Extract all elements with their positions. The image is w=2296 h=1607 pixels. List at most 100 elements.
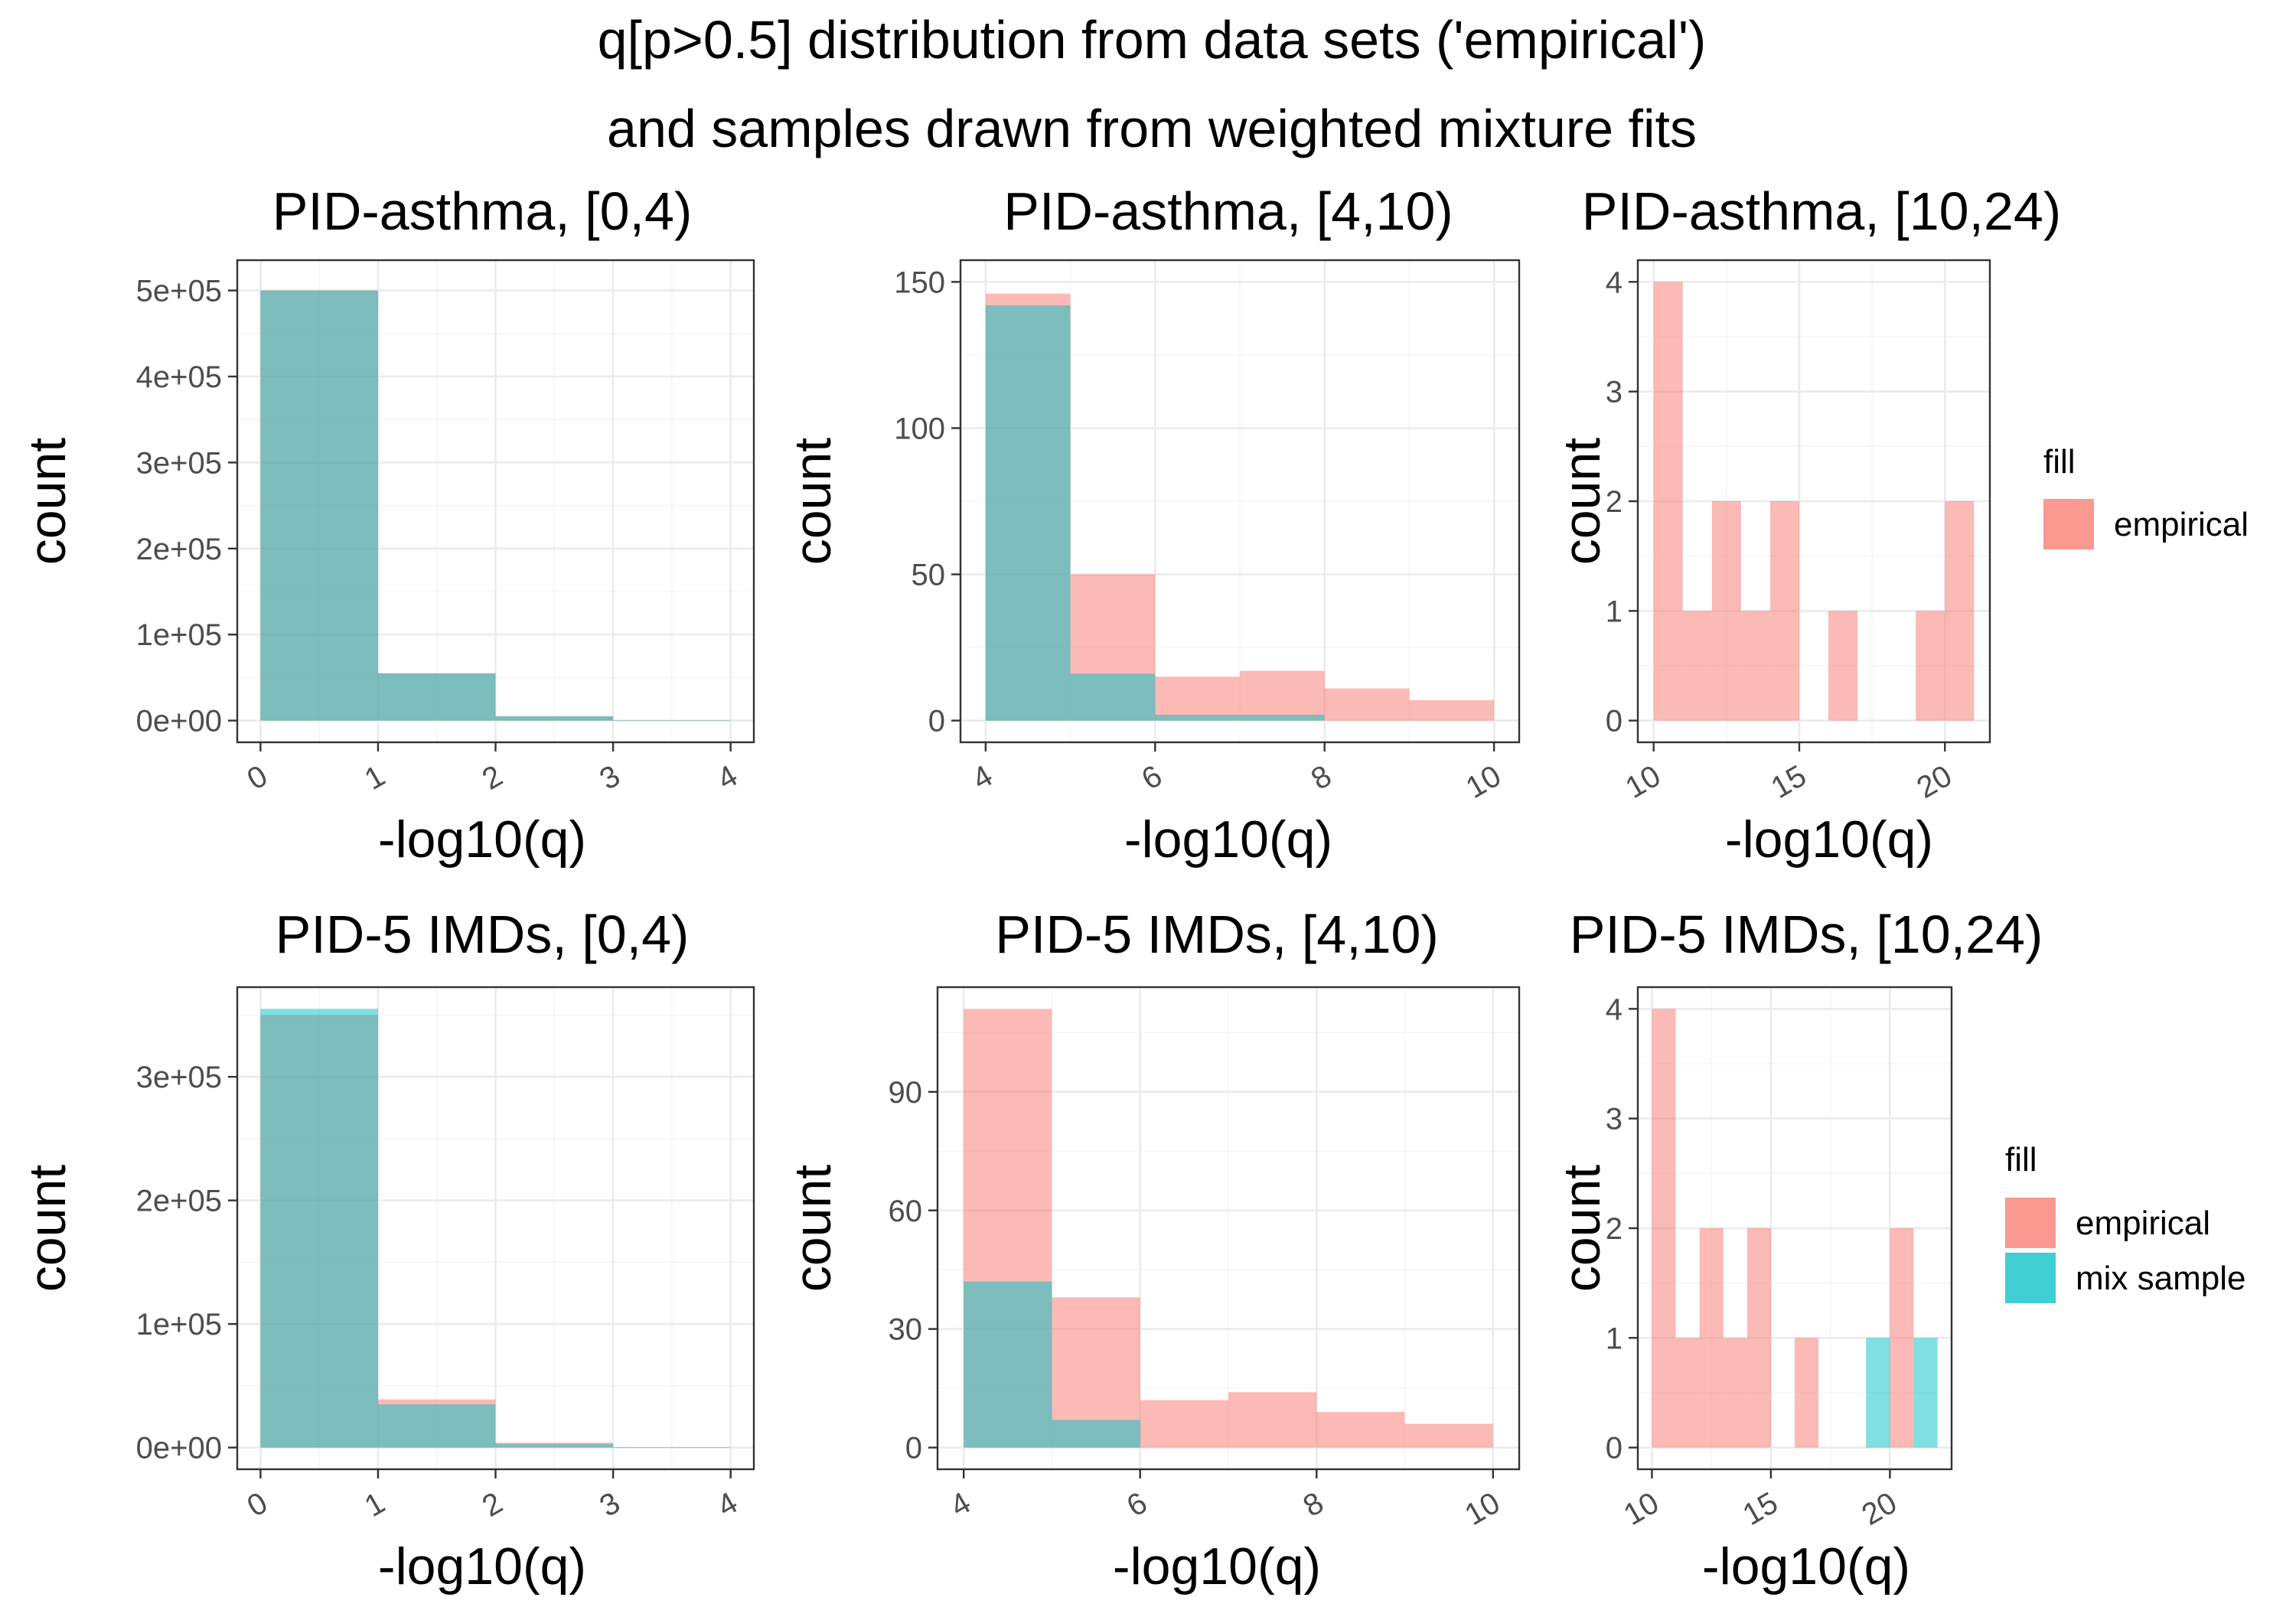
x-axis-title: -log10(q)	[378, 810, 586, 869]
histogram-bar-mix-sample	[1052, 1420, 1140, 1448]
y-axis-title: count	[18, 438, 77, 565]
histogram-bar-empirical	[1916, 611, 1945, 721]
x-axis-title: -log10(q)	[378, 1537, 586, 1596]
y-tick-label: 60	[889, 1195, 923, 1228]
histogram-bar-empirical	[1316, 1412, 1405, 1448]
y-tick-label: 3	[1606, 1103, 1623, 1136]
legend-label: empirical	[2076, 1204, 2210, 1242]
histogram-bar-empirical	[1769, 501, 1799, 721]
y-tick-label: 2e+05	[136, 1185, 222, 1218]
y-tick-label: 50	[912, 559, 946, 592]
panel-border	[936, 986, 1521, 1471]
y-tick-label: 4	[1606, 993, 1623, 1026]
histogram-bar-empirical	[1746, 1228, 1771, 1448]
legend-title: fill	[2005, 1141, 2037, 1178]
y-axis-title: count	[784, 438, 842, 565]
legend-title: fill	[2043, 443, 2076, 481]
y-tick-label: 0e+00	[136, 705, 222, 738]
histogram-bar-empirical	[1404, 1423, 1493, 1448]
histogram-bar-empirical	[1653, 282, 1683, 721]
y-tick-label: 1e+05	[136, 1308, 222, 1341]
histogram-bar-empirical	[1228, 1392, 1317, 1448]
legend-2: fill empirical mix sample	[2005, 1141, 2246, 1303]
y-tick-label: 3e+05	[136, 1061, 222, 1094]
y-axis-title: count	[784, 1165, 842, 1292]
x-axis-title: -log10(q)	[1725, 810, 1933, 869]
y-tick-label: 150	[894, 266, 945, 299]
figure-title-line2: and samples drawn from weighted mixture …	[607, 99, 1697, 158]
legends: fill empirical fill empirical mix sample	[2005, 443, 2249, 1303]
legend-key	[2005, 1198, 2056, 1248]
histogram-bar-empirical	[1711, 501, 1741, 721]
histogram-bar-empirical	[1409, 699, 1495, 721]
histogram-bar-empirical	[1682, 611, 1712, 721]
y-tick-label: 1	[1606, 1322, 1623, 1355]
y-tick-label: 0	[1606, 705, 1623, 738]
x-axis-title: -log10(q)	[1702, 1537, 1910, 1596]
y-tick-label: 3	[1606, 376, 1623, 409]
legend-label: mix sample	[2076, 1260, 2246, 1297]
histogram-bar-mix-sample	[1070, 673, 1156, 721]
panel-title: PID-5 IMDs, [4,10)	[995, 905, 1439, 964]
y-tick-label: 2e+05	[136, 533, 222, 566]
histogram-bar-mix-sample	[613, 720, 731, 721]
histogram-bar-empirical	[1723, 1338, 1747, 1448]
x-axis-title: -log10(q)	[1113, 1537, 1321, 1596]
y-tick-label: 0	[1606, 1432, 1623, 1465]
histogram-bar-empirical	[1140, 1400, 1228, 1448]
y-axis-title: count	[1553, 1165, 1611, 1292]
histogram-bar-mix-sample	[260, 1009, 378, 1448]
histogram-bar-empirical	[1890, 1228, 1914, 1448]
histogram-bar-mix-sample	[985, 305, 1071, 721]
histogram-bar-mix-sample	[495, 716, 614, 721]
panel-title: PID-5 IMDs, [0,4)	[276, 905, 690, 964]
y-tick-label: 0	[928, 705, 945, 738]
y-tick-label: 1	[1606, 595, 1623, 628]
y-tick-label: 5e+05	[136, 275, 222, 308]
histogram-bar-mix-sample	[1913, 1338, 1938, 1448]
panel-title: PID-asthma, [4,10)	[1003, 181, 1453, 241]
figure-title-line1: q[p>0.5] distribution from data sets ('e…	[598, 10, 1707, 70]
legend-key	[2005, 1253, 2056, 1303]
histogram-bar-empirical	[1795, 1338, 1819, 1448]
y-axis-title: count	[1553, 438, 1611, 565]
histogram-bar-mix-sample	[1155, 715, 1240, 721]
legend-label: empirical	[2114, 506, 2249, 543]
histogram-bar-empirical	[1699, 1228, 1724, 1448]
histogram-bar-mix-sample	[377, 673, 496, 721]
y-tick-label: 4e+05	[136, 360, 222, 394]
histogram-bar-empirical	[1740, 611, 1770, 721]
histogram-bar-empirical	[1155, 676, 1240, 721]
legend-key	[2043, 499, 2094, 549]
histogram-bar-mix-sample	[495, 1443, 614, 1448]
y-tick-label: 90	[889, 1076, 923, 1110]
y-tick-label: 2	[1606, 1212, 1623, 1246]
y-tick-label: 0e+00	[136, 1432, 222, 1465]
panel-border	[959, 259, 1521, 744]
x-axis-title: -log10(q)	[1124, 810, 1332, 869]
histogram-bar-empirical	[1828, 611, 1858, 721]
y-axis-title: count	[18, 1165, 77, 1292]
y-tick-label: 2	[1606, 485, 1623, 519]
y-tick-label: 0	[905, 1432, 922, 1465]
histogram-bar-mix-sample	[964, 1281, 1052, 1448]
histogram-bar-mix-sample	[377, 1404, 496, 1448]
y-tick-label: 1e+05	[136, 618, 222, 652]
y-tick-label: 4	[1606, 266, 1623, 299]
legend-1: fill empirical	[2043, 443, 2249, 549]
histogram-bar-mix-sample	[1866, 1338, 1890, 1448]
panel-title: PID-asthma, [0,4)	[272, 181, 693, 241]
panel-title: PID-5 IMDs, [10,24)	[1570, 905, 2043, 964]
histogram-bar-empirical	[1324, 688, 1410, 721]
histogram-bar-mix-sample	[260, 290, 378, 721]
histogram-bar-empirical	[1945, 501, 1975, 721]
histogram-bar-empirical	[1652, 1009, 1676, 1448]
y-tick-label: 100	[894, 412, 945, 445]
